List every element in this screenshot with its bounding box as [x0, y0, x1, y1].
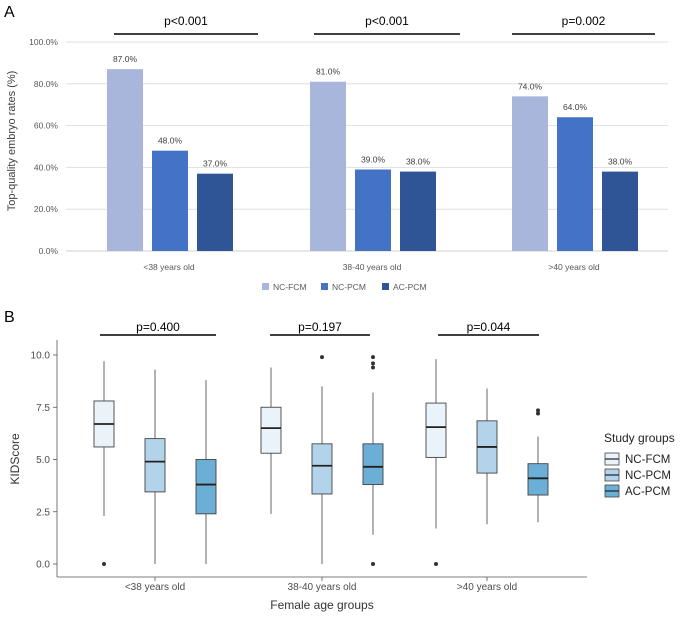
legend-label-a: NC-PCM	[332, 282, 366, 292]
p-value-b: p=0.400	[136, 320, 180, 334]
legend-title-b: Study groups	[604, 431, 675, 445]
panel-label-b: B	[4, 309, 15, 326]
category-label-b: 38-40 years old	[288, 582, 357, 593]
p-value-a: p<0.001	[365, 14, 409, 28]
category-label-a: >40 years old	[548, 262, 600, 272]
category-label-b: <38 years old	[125, 582, 185, 593]
panel-b-box-plot: 0.0 2.5 5.0 7.5 10.0 KIDScore Female age group…	[8, 320, 675, 612]
x-axis-title-b: Female age groups	[270, 598, 373, 612]
outlier-point	[371, 562, 375, 566]
y-tick-label-a: 100.0%	[29, 37, 58, 47]
p-value-b: p=0.197	[298, 320, 342, 334]
box-ac-pcm	[527, 463, 549, 496]
panel-label-a: A	[4, 4, 15, 21]
outlier-point	[536, 408, 540, 413]
y-tick-label-b: 0.0	[36, 560, 50, 571]
bar-nc-pcm	[355, 169, 391, 251]
outlier-point	[371, 355, 375, 360]
box-nc-pcm	[311, 443, 333, 495]
bar-ac-pcm	[400, 171, 436, 251]
y-axis-title-a: Top-quality embryo rates (%)	[6, 71, 18, 212]
box-ac-pcm	[362, 443, 384, 486]
box-nc-fcm	[260, 406, 282, 454]
data-label-a: 81.0%	[316, 67, 341, 77]
legend-swatch-a-ac-pcm	[382, 283, 389, 290]
bar-nc-fcm	[310, 81, 346, 252]
data-label-a: 39.0%	[361, 154, 386, 164]
data-label-a: 48.0%	[158, 136, 183, 146]
bar-nc-fcm	[107, 69, 143, 251]
y-tick-label-a: 80.0%	[34, 79, 59, 89]
box-nc-fcm	[425, 402, 447, 458]
legend-label-a: AC-PCM	[393, 282, 427, 292]
data-label-a: 38.0%	[608, 157, 633, 167]
outlier-point	[320, 355, 324, 360]
outlier-point	[102, 562, 106, 566]
legend-label-a: NC-FCM	[273, 282, 307, 292]
data-label-a: 38.0%	[406, 157, 431, 167]
y-tick-label-a: 40.0%	[34, 162, 59, 172]
y-tick-label-b: 7.5	[36, 403, 50, 414]
category-label-a: 38-40 years old	[343, 262, 402, 272]
data-label-a: 74.0%	[518, 81, 543, 91]
panel-a-bar-chart: 0.0% 20.0% 40.0% 60.0% 80.0% 100.0% Top-qualit…	[6, 14, 668, 292]
p-value-b: p=0.044	[467, 320, 511, 334]
box-nc-pcm	[144, 438, 166, 493]
y-tick-label-b: 10.0	[31, 351, 51, 362]
y-axis-title-b: KIDScore	[8, 433, 22, 485]
data-label-a: 37.0%	[203, 159, 228, 169]
bar-ac-pcm	[602, 171, 638, 251]
outlier-point	[536, 411, 540, 416]
y-tick-label-b: 5.0	[36, 455, 50, 466]
legend-label-b: NC-FCM	[625, 454, 670, 466]
outlier-point	[371, 365, 375, 370]
data-label-a: 64.0%	[563, 102, 588, 112]
legend-swatch-a-nc-pcm	[321, 283, 328, 290]
outlier-point	[371, 361, 375, 366]
outlier-point	[434, 562, 438, 566]
category-label-b: >40 years old	[457, 582, 517, 593]
p-value-a: p=0.002	[562, 14, 606, 28]
y-tick-label-b: 2.5	[36, 507, 50, 518]
category-label-a: <38 years old	[143, 262, 195, 272]
legend-swatch-a-nc-fcm	[262, 283, 269, 290]
bar-nc-fcm	[512, 96, 548, 251]
y-tick-label-a: 0.0%	[39, 246, 59, 256]
bar-nc-pcm	[152, 150, 188, 251]
bar-nc-pcm	[557, 117, 593, 252]
legend-label-b: NC-PCM	[625, 470, 671, 482]
legend-label-b: AC-PCM	[625, 486, 670, 498]
y-tick-label-a: 60.0%	[34, 121, 59, 131]
box-ac-pcm	[195, 459, 217, 515]
data-label-a: 87.0%	[113, 54, 138, 64]
bar-ac-pcm	[197, 173, 233, 251]
p-value-a: p<0.001	[164, 14, 208, 28]
y-tick-label-a: 20.0%	[34, 204, 59, 214]
